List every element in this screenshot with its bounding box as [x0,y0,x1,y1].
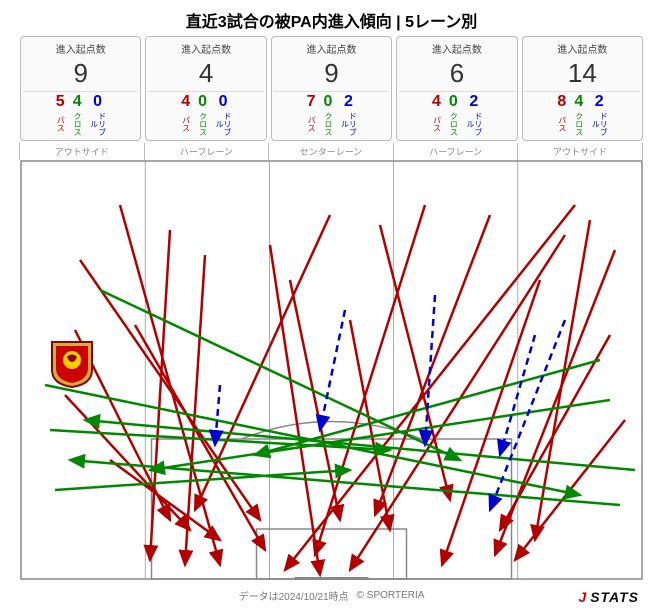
breakdown-pass: 5パス [56,94,65,136]
stat-total: 9 [23,56,138,91]
lane-label: ハーフレーン [144,143,270,160]
stat-label: 進入起点数 [525,41,640,56]
chart-title: 直近3試合の被PA内進入傾向 | 5レーン別 [0,0,663,36]
stat-total: 4 [148,56,263,91]
pitch-diagram [20,160,643,580]
jstats-logo: J STATS [579,589,640,605]
breakdown-dribble: 2ドリブル [466,94,482,136]
stat-label: 進入起点数 [274,41,389,56]
stat-total: 14 [525,56,640,91]
breakdown-dribble: 0ドリブル [90,94,106,136]
lane-stat-card: 進入起点数9 5パス 4クロス 0ドリブル [20,36,141,141]
lane-labels: アウトサイドハーフレーンセンターレーンハーフレーンアウトサイド [0,141,663,160]
breakdown-cross: 0クロス [198,94,207,136]
breakdown-pass: 4パス [432,94,441,136]
lane-label: アウトサイド [517,143,643,160]
stat-label: 進入起点数 [399,41,514,56]
stat-total: 6 [399,56,514,91]
breakdown-dribble: 2ドリブル [340,94,356,136]
stat-total: 9 [274,56,389,91]
breakdown-dribble: 2ドリブル [591,94,607,136]
breakdown-pass: 8パス [557,94,566,136]
lane-label: アウトサイド [19,143,145,160]
lane-stat-card: 進入起点数4 4パス 0クロス 0ドリブル [145,36,266,141]
breakdown-cross: 4クロス [574,94,583,136]
breakdown-cross: 0クロス [324,94,333,136]
team-crest-icon [50,340,94,388]
lane-stat-card: 進入起点数9 7パス 0クロス 2ドリブル [271,36,392,141]
lane-label: センターレーン [268,143,394,160]
stat-label: 進入起点数 [148,41,263,56]
lane-label: ハーフレーン [393,143,519,160]
stat-label: 進入起点数 [23,41,138,56]
copyright: © SPORTERIA [357,590,425,601]
footer: データは2024/10/21時点 © SPORTERIA [0,588,663,603]
lane-stat-card: 進入起点数14 8パス 4クロス 2ドリブル [522,36,643,141]
breakdown-pass: 4パス [181,94,190,136]
breakdown-dribble: 0ドリブル [215,94,231,136]
lane-stat-card: 進入起点数6 4パス 0クロス 2ドリブル [396,36,517,141]
breakdown-cross: 0クロス [449,94,458,136]
lane-stats-row: 進入起点数95パス4クロス0ドリブル進入起点数44パス0クロス0ドリブル進入起点… [0,36,663,141]
date-note: データは2024/10/21時点 [239,588,349,603]
breakdown-cross: 4クロス [73,94,82,136]
breakdown-pass: 7パス [307,94,316,136]
